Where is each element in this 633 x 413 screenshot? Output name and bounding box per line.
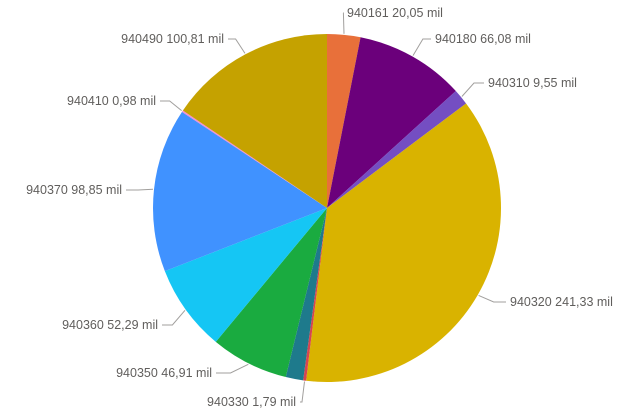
pie-slice-940370[interactable]: [153, 111, 327, 272]
slice-label-940330: 940330 1,79 mil: [207, 395, 296, 409]
pie-slice-940161[interactable]: [327, 34, 361, 208]
leader-line-940370: [126, 188, 154, 191]
leader-line-940180: [412, 38, 431, 56]
slice-label-940310: 940310 9,55 mil: [488, 76, 577, 90]
slice-label-940410: 940410 0,98 mil: [67, 94, 156, 108]
pie-slice-940490[interactable]: [182, 34, 327, 208]
leader-line-940410: [160, 100, 182, 111]
leader-line-940161: [342, 12, 345, 34]
pie-labels: 940161 20,05 mil 940180 66,08 mil 940310 9…: [26, 6, 613, 409]
slice-label-940350: 940350 46,91 mil: [116, 366, 212, 380]
pie-slice-940320[interactable]: [306, 103, 501, 382]
pie-slice-940340[interactable]: [285, 208, 327, 381]
slice-label-940490: 940490 100,81 mil: [121, 32, 224, 46]
pie-slice-940350[interactable]: [215, 208, 327, 378]
pie-slice-940180[interactable]: [327, 37, 456, 208]
leader-line-940330: [300, 381, 305, 403]
leader-line-940320: [478, 294, 506, 303]
leader-line-940360: [162, 309, 186, 326]
pie-slice-940310[interactable]: [327, 91, 467, 208]
leader-line-940490: [228, 38, 246, 54]
leader-line-940350: [216, 363, 249, 374]
pie-slice-940360[interactable]: [164, 208, 327, 342]
slice-label-940180: 940180 66,08 mil: [435, 32, 531, 46]
leader-line-940310: [461, 82, 484, 97]
slice-label-940370: 940370 98,85 mil: [26, 183, 122, 197]
pie-slices: [153, 34, 501, 382]
pie-slice-940330[interactable]: [303, 208, 327, 381]
slice-label-940161: 940161 20,05 mil: [347, 6, 443, 20]
slice-label-940360: 940360 52,29 mil: [62, 318, 158, 332]
slice-label-940320: 940320 241,33 mil: [510, 295, 613, 309]
pie-slice-940410[interactable]: [181, 110, 327, 208]
